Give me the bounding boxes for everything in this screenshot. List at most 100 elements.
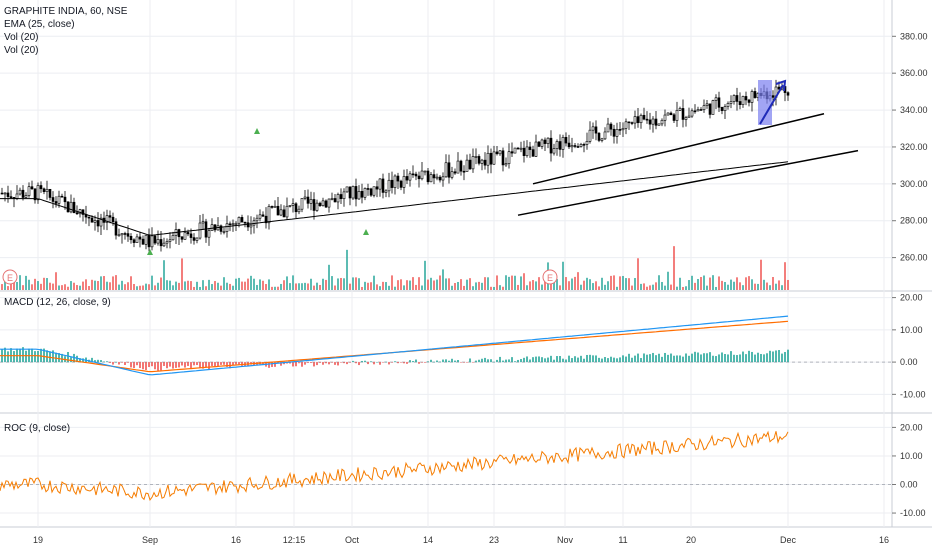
macd-histogram-bar xyxy=(670,353,672,363)
candle-body xyxy=(255,217,259,222)
candle-body xyxy=(489,152,493,165)
projection-arrow-head xyxy=(775,79,787,92)
volume-bar xyxy=(580,284,582,290)
volume-bar xyxy=(682,286,684,290)
candle-body xyxy=(129,235,133,241)
volume-bar xyxy=(751,279,753,290)
candle-body xyxy=(195,237,199,241)
projection-box[interactable] xyxy=(758,80,772,125)
candle-body xyxy=(444,162,448,178)
candle-body xyxy=(141,238,145,245)
earnings-marker-1[interactable]: E xyxy=(2,269,18,285)
candle-body xyxy=(39,185,43,190)
macd-histogram-bar xyxy=(112,362,114,365)
volume-bar xyxy=(298,283,300,290)
channel-lower-line[interactable] xyxy=(517,149,859,216)
indicator-vol-label[interactable]: Vol (20) xyxy=(4,32,38,43)
candle-body xyxy=(282,209,286,218)
x-tick-label: Nov xyxy=(557,535,574,545)
macd-pane[interactable] xyxy=(0,315,789,376)
volume-bar xyxy=(640,283,642,290)
macd-histogram-bar xyxy=(424,362,426,363)
signal-marker[interactable] xyxy=(254,128,260,134)
macd-histogram-bar xyxy=(22,347,24,363)
macd-histogram-bar xyxy=(205,362,207,368)
macd-histogram-bar xyxy=(148,362,150,368)
macd-histogram-bar xyxy=(361,360,363,363)
macd-histogram-bar xyxy=(490,359,492,363)
macd-histogram-bar xyxy=(295,362,297,367)
candle-body xyxy=(459,160,463,172)
signal-marker[interactable] xyxy=(147,249,153,255)
candle-body xyxy=(147,234,151,248)
macd-histogram-bar xyxy=(100,360,102,363)
volume-bar xyxy=(235,278,237,290)
macd-histogram-bar xyxy=(34,351,36,363)
volume-bar xyxy=(253,278,255,290)
projection-arrow[interactable] xyxy=(759,84,784,125)
y-tick-label: -10.00 xyxy=(900,389,926,399)
macd-histogram-bar xyxy=(388,362,390,365)
volume-bar xyxy=(310,278,312,290)
candle-body xyxy=(150,235,154,248)
roc-pane[interactable] xyxy=(0,430,789,501)
volume-bar xyxy=(757,283,759,290)
candle-body xyxy=(522,147,526,156)
volume-bar xyxy=(634,278,636,290)
macd-histogram-bar xyxy=(472,362,474,363)
candle-body xyxy=(396,175,400,182)
candle-body xyxy=(201,221,205,224)
macd-histogram-bar xyxy=(136,362,138,366)
candle-body xyxy=(120,233,124,236)
indicator-vol-label-2[interactable]: Vol (20) xyxy=(4,45,38,56)
macd-histogram-bar xyxy=(220,362,222,365)
volume-bar xyxy=(349,283,351,290)
macd-histogram-bar xyxy=(115,362,117,363)
macd-histogram-bar xyxy=(601,358,603,363)
macd-histogram-bar xyxy=(661,356,663,363)
candle-body xyxy=(30,186,34,190)
volume-bar xyxy=(187,280,189,290)
volume-bar xyxy=(391,275,393,290)
y-axis[interactable]: 260.00 280.00 300.00 320.00 340.00 360.00 380.… xyxy=(892,31,928,518)
candle-body xyxy=(438,176,442,181)
candle-body xyxy=(222,231,226,233)
candle-body xyxy=(483,159,487,166)
candle-body xyxy=(15,193,19,199)
x-tick-label: 20 xyxy=(686,535,696,545)
price-pane[interactable] xyxy=(0,79,859,290)
macd-pane-title[interactable]: MACD (12, 26, close, 9) xyxy=(4,297,111,308)
macd-histogram-bar xyxy=(592,355,594,363)
x-axis[interactable]: 19 Sep 16 12:15 Oct 14 23 Nov 11 20 Dec 16 xyxy=(33,535,889,545)
volume-bar xyxy=(787,279,789,290)
volume-bar xyxy=(514,275,516,290)
candle-body xyxy=(126,233,130,237)
volume-bar xyxy=(613,275,615,290)
earnings-marker-2[interactable]: E xyxy=(542,269,558,285)
x-tick-label: 12:15 xyxy=(283,535,306,545)
roc-pane-title[interactable]: ROC (9, close) xyxy=(4,423,70,434)
volume-bar xyxy=(331,276,333,290)
volume-bar xyxy=(544,277,546,290)
candle-body xyxy=(345,186,349,193)
y-tick-label: 20.00 xyxy=(900,422,923,432)
volume-bar xyxy=(46,278,48,290)
candle-body xyxy=(732,95,736,102)
candle-body xyxy=(519,147,523,150)
volume-bar xyxy=(715,286,717,290)
volume-bar xyxy=(361,286,363,290)
macd-histogram-bar xyxy=(532,357,534,363)
volume-bar xyxy=(697,278,699,290)
volume-bar xyxy=(370,282,372,290)
channel-upper-line[interactable] xyxy=(532,113,825,185)
volume-bar xyxy=(403,285,405,290)
signal-marker[interactable] xyxy=(363,229,369,235)
indicator-ema-label[interactable]: EMA (25, close) xyxy=(4,19,75,30)
candle-body xyxy=(606,123,610,133)
candle-body xyxy=(276,205,280,216)
macd-histogram-bar xyxy=(142,362,144,370)
volume-bar xyxy=(616,286,618,290)
macd-histogram-bar xyxy=(721,352,723,363)
candle-body xyxy=(465,159,469,172)
volume-bar xyxy=(91,279,93,290)
